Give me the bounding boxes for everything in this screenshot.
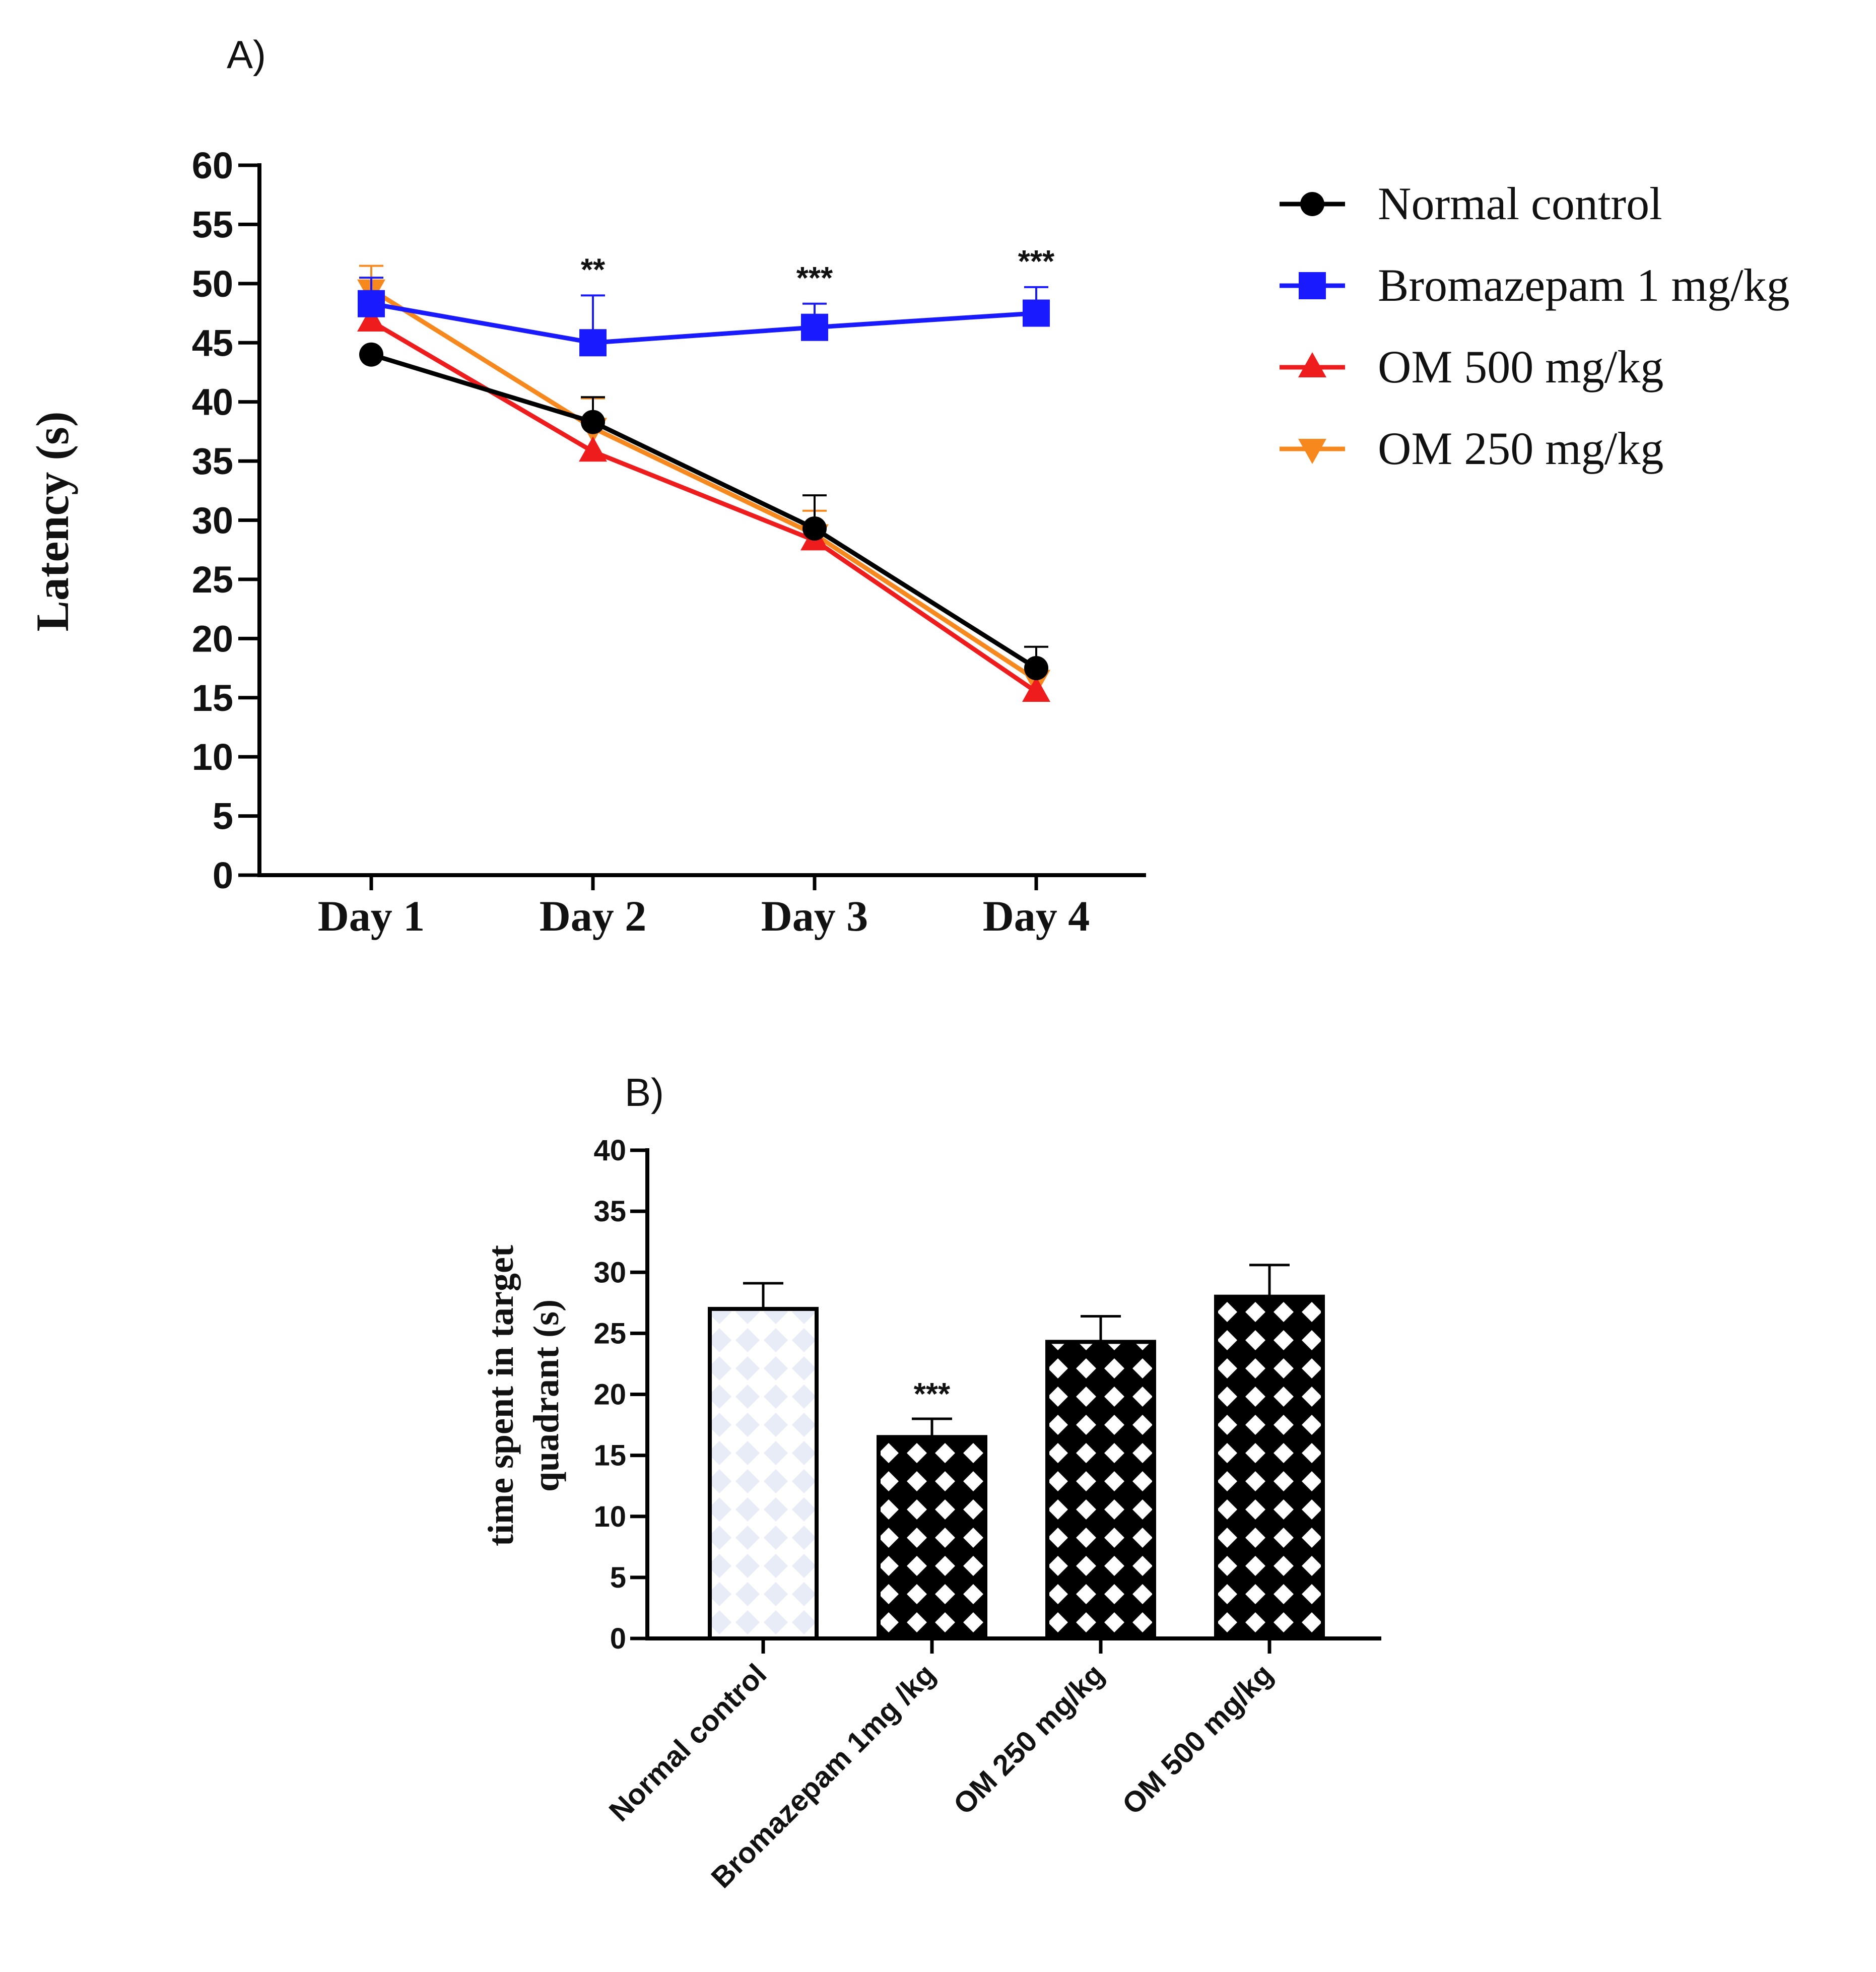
legend-label: Bromazepam 1 mg/kg xyxy=(1378,259,1790,311)
data-point-om-500-mg-kg xyxy=(357,306,385,332)
data-point-normal-control xyxy=(359,342,383,367)
bar-y-tick-label: 20 xyxy=(593,1378,626,1411)
bar-om-500-mg-kg xyxy=(1214,1294,1325,1640)
legend-label: OM 500 mg/kg xyxy=(1378,341,1663,392)
bar-y-tick-label: 0 xyxy=(610,1622,626,1655)
line-y-tick-label: 35 xyxy=(192,440,233,482)
series-line-bromazepam-1-mg-kg xyxy=(371,301,1037,345)
line-x-tick-label-day-4: Day 4 xyxy=(983,892,1090,940)
bar-annotations: *** xyxy=(914,1377,951,1412)
legend-label: OM 250 mg/kg xyxy=(1378,423,1663,474)
line-y-tick-label: 20 xyxy=(192,618,233,660)
data-point-om-500-mg-kg xyxy=(1022,677,1050,702)
line-y-tick-label: 40 xyxy=(192,381,233,423)
line-y-tick-label: 30 xyxy=(192,500,233,542)
bar-y-axis-title-line-1: time spent in target xyxy=(481,1245,521,1546)
bar-y-tick-label: 30 xyxy=(593,1256,626,1289)
bar-y-tick-label: 40 xyxy=(593,1134,626,1167)
data-point-bromazepam-1-mg-kg xyxy=(579,329,607,357)
series-normal-control xyxy=(359,342,1048,681)
bar-om-250-mg-kg xyxy=(1045,1340,1156,1640)
bar-x-tick-label-om-500-mg-kg: OM 500 mg/kg xyxy=(1116,1658,1279,1821)
line-y-tick-label: 25 xyxy=(192,559,233,601)
bar-normal-control xyxy=(708,1306,819,1641)
series-line-om-500-mg-kg xyxy=(370,319,1038,694)
data-point-bromazepam-1-mg-kg xyxy=(1023,299,1050,327)
bar-y-tick-label: 35 xyxy=(593,1195,626,1228)
series-line-normal-control xyxy=(370,352,1038,670)
bar-bromazepam-1mg-kg xyxy=(877,1435,987,1641)
line-x-tick-label-day-1: Day 1 xyxy=(318,892,425,940)
line-series-group xyxy=(357,265,1050,702)
bar-group-om-250-mg-kg xyxy=(1045,1314,1156,1640)
bar-y-tick-label: 5 xyxy=(610,1561,626,1594)
bar-significance-marker: *** xyxy=(914,1377,951,1412)
legend-item-normal-control: Normal control xyxy=(1280,178,1662,229)
line-x-tick-label-day-2: Day 2 xyxy=(540,892,647,940)
line-y-axis-title: Latency (s) xyxy=(27,412,78,632)
line-y-tick-label: 10 xyxy=(192,736,233,778)
data-point-normal-control xyxy=(1024,656,1048,681)
line-y-tick-label: 60 xyxy=(192,145,233,186)
legend-label: Normal control xyxy=(1378,178,1662,229)
line-y-tick-label: 45 xyxy=(192,322,233,364)
line-y-tick-label: 55 xyxy=(192,204,233,245)
legend-marker xyxy=(1300,192,1324,216)
bar-y-axis-title-line-2: quadrant (s) xyxy=(526,1299,566,1492)
line-y-tick-label: 0 xyxy=(213,854,233,896)
bar-x-tick-label-om-250-mg-kg: OM 250 mg/kg xyxy=(947,1658,1110,1821)
line-axes: 0 5 10 15 20 25 30 35 40 45 50 55 60 Day 1 Day 2 Day 3 D… xyxy=(192,145,1146,940)
bar-chart-panel-b: B) time spent in target quadrant (s) 0 5 1… xyxy=(481,1070,1381,1894)
legend-marker xyxy=(1299,272,1326,299)
data-point-om-500-mg-kg xyxy=(579,436,607,462)
bar-y-tick-label: 10 xyxy=(593,1500,626,1533)
panel-label-a: A) xyxy=(227,32,266,77)
panel-label-b: B) xyxy=(625,1070,664,1114)
line-y-tick-label: 50 xyxy=(192,263,233,305)
significance-marker: ** xyxy=(581,252,606,287)
legend-item-om-500-mg-kg: OM 500 mg/kg xyxy=(1280,341,1663,392)
legend-item-om-250-mg-kg: OM 250 mg/kg xyxy=(1280,423,1663,474)
data-point-normal-control xyxy=(802,516,827,541)
bar-group-normal-control xyxy=(708,1282,819,1641)
data-point-bromazepam-1-mg-kg xyxy=(801,313,828,341)
line-y-tick-label: 5 xyxy=(213,796,233,837)
bar-y-tick-label: 25 xyxy=(593,1317,626,1350)
series-om-500-mg-kg xyxy=(357,291,1050,702)
bar-x-tick-label-normal-control: Normal control xyxy=(603,1658,773,1828)
data-point-bromazepam-1-mg-kg xyxy=(358,290,385,317)
significance-marker: *** xyxy=(1018,244,1055,279)
bar-group-bromazepam-1mg-kg xyxy=(877,1417,987,1641)
series-bromazepam-1-mg-kg xyxy=(358,277,1050,357)
significance-marker: *** xyxy=(796,261,833,296)
data-point-normal-control xyxy=(581,410,605,434)
legend-marker xyxy=(1298,352,1326,377)
series-line-om-250-mg-kg xyxy=(370,287,1038,682)
line-annotations: ** *** *** xyxy=(581,244,1055,296)
bar-series-group xyxy=(708,1264,1325,1641)
legend-marker xyxy=(1298,439,1326,464)
bar-y-tick-label: 15 xyxy=(593,1439,626,1472)
line-x-tick-label-day-3: Day 3 xyxy=(761,892,868,940)
line-y-tick-label: 15 xyxy=(192,677,233,719)
line-legend: Normal control Bromazepam 1 mg/kg OM 500 m… xyxy=(1280,178,1790,474)
legend-item-bromazepam-1-mg-kg: Bromazepam 1 mg/kg xyxy=(1280,259,1790,311)
bar-group-om-500-mg-kg xyxy=(1214,1264,1325,1640)
line-chart-panel-a: A) Latency (s) 0 5 10 15 20 25 30 35 40 45 50 55 60 D… xyxy=(27,32,1790,940)
